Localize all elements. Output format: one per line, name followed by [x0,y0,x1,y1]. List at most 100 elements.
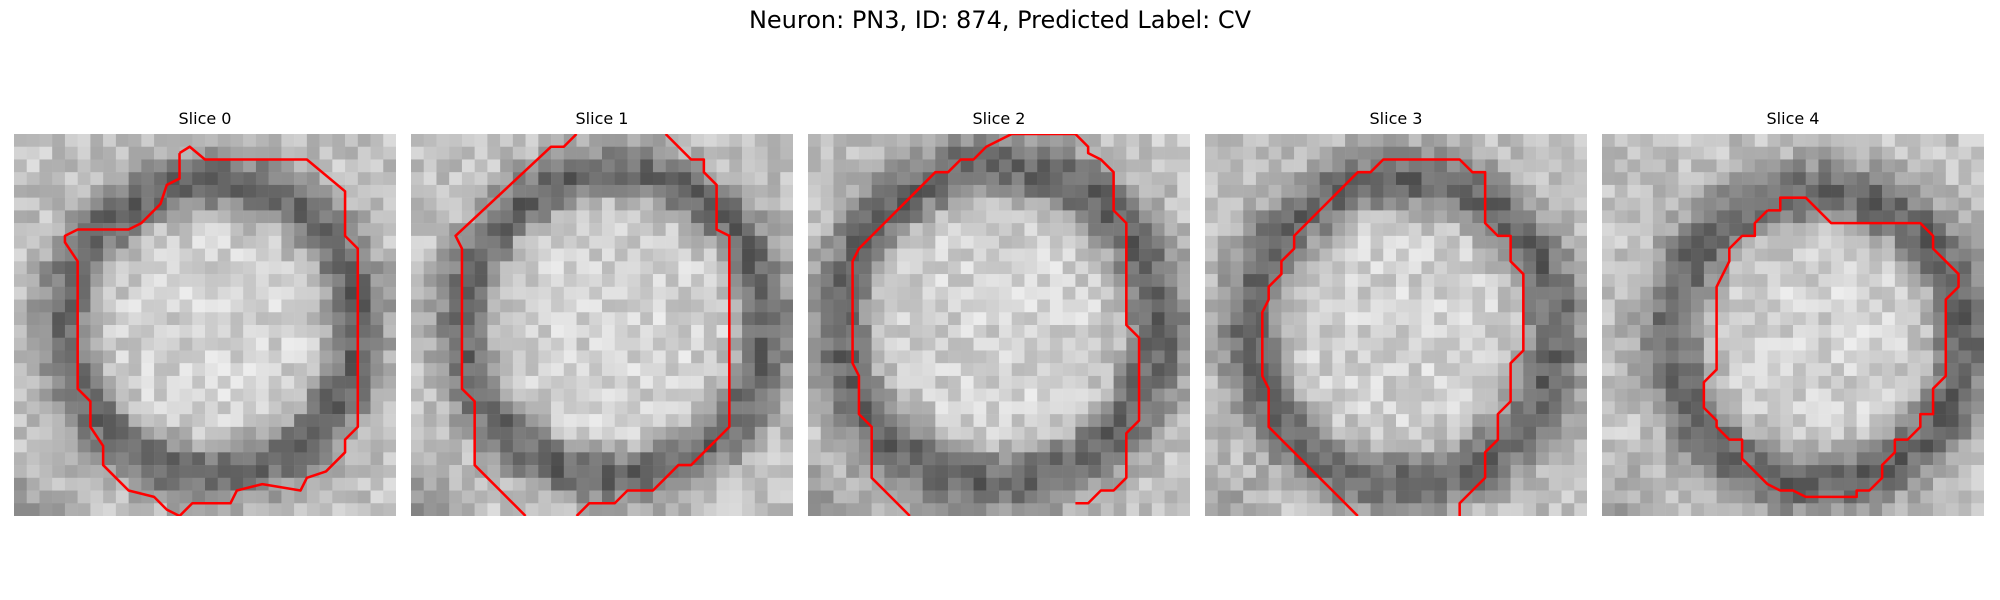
image-pixel [1831,350,1845,364]
image-pixel [563,350,577,364]
image-pixel [319,134,333,147]
image-pixel [1652,261,1666,275]
image-pixel [1652,337,1666,351]
image-pixel [627,490,641,504]
image-pixel [935,134,949,147]
image-pixel [1831,477,1845,491]
image-pixel [383,490,396,504]
image-pixel [1971,426,1984,440]
image-pixel [306,223,320,237]
image-pixel [1485,477,1499,491]
image-pixel [1151,274,1165,288]
image-pixel [1139,477,1153,491]
image-pixel [461,452,475,466]
image-pixel [1920,210,1934,224]
image-pixel [1230,503,1244,516]
image-pixel [1024,414,1038,428]
image-pixel [141,325,155,338]
image-pixel [1510,401,1524,415]
image-pixel [1767,210,1781,224]
image-pixel [935,503,949,516]
image-pixel [128,337,142,351]
image-pixel [640,286,654,300]
image-pixel [538,414,552,428]
image-pixel [1088,439,1102,453]
image-pixel [1294,375,1308,389]
image-pixel [1139,350,1153,364]
image-pixel [52,274,66,288]
image-pixel [1780,159,1794,173]
image-pixel [1294,159,1308,173]
image-pixel [1882,503,1896,516]
image-pixel [1652,159,1666,173]
image-pixel [897,388,911,402]
image-pixel [1818,223,1832,237]
image-pixel [563,503,577,516]
image-pixel [1716,325,1730,338]
image-pixel [729,197,743,211]
image-pixel [871,388,885,402]
image-pixel [1805,159,1819,173]
image-pixel [1370,465,1384,479]
image-pixel [1703,426,1717,440]
image-pixel [192,477,206,491]
image-pixel [1230,401,1244,415]
image-pixel [871,134,885,147]
image-pixel [1421,439,1435,453]
image-pixel [1945,439,1959,453]
image-pixel [26,337,40,351]
image-pixel [319,299,333,313]
image-pixel [1920,465,1934,479]
image-pixel [294,401,308,415]
image-pixel [973,477,987,491]
image-pixel [1459,146,1473,160]
image-pixel [935,210,949,224]
image-pixel [665,325,679,338]
image-pixel [1049,388,1063,402]
image-pixel [1113,146,1127,160]
image-pixel [678,490,692,504]
image-pixel [884,235,898,249]
image-pixel [1357,210,1371,224]
image-pixel [1268,503,1282,516]
image-pixel [128,465,142,479]
image-pixel [602,337,615,351]
image-pixel [576,439,590,453]
image-pixel [665,261,679,275]
image-pixel [1691,299,1705,313]
image-pixel [1627,490,1641,504]
image-pixel [500,477,514,491]
image-pixel [1805,235,1819,249]
image-pixel [500,401,514,415]
image-pixel [1767,414,1781,428]
image-pixel [357,490,371,504]
image-pixel [589,172,603,186]
image-pixel [1113,363,1127,377]
image-pixel [897,465,911,479]
image-pixel [576,274,590,288]
image-pixel [243,363,257,377]
image-pixel [1126,452,1140,466]
image-pixel [1396,159,1409,173]
image-pixel [1217,172,1231,186]
image-pixel [1767,325,1781,338]
image-pixel [1396,375,1409,389]
image-pixel [1523,490,1537,504]
image-pixel [1678,172,1692,186]
image-pixel [525,134,539,147]
image-pixel [1446,477,1460,491]
image-pixel [1049,172,1063,186]
image-pixel [1446,337,1460,351]
image-pixel [1958,286,1972,300]
image-pixel [1754,465,1768,479]
image-pixel [1742,477,1756,491]
image-pixel [1691,477,1705,491]
slice-title: Slice 4 [1766,109,1820,128]
image-pixel [1523,363,1537,377]
image-pixel [230,299,244,313]
image-pixel [383,134,396,147]
image-pixel [1434,172,1448,186]
image-pixel [217,350,231,364]
image-pixel [26,172,40,186]
image-pixel [1126,235,1140,249]
